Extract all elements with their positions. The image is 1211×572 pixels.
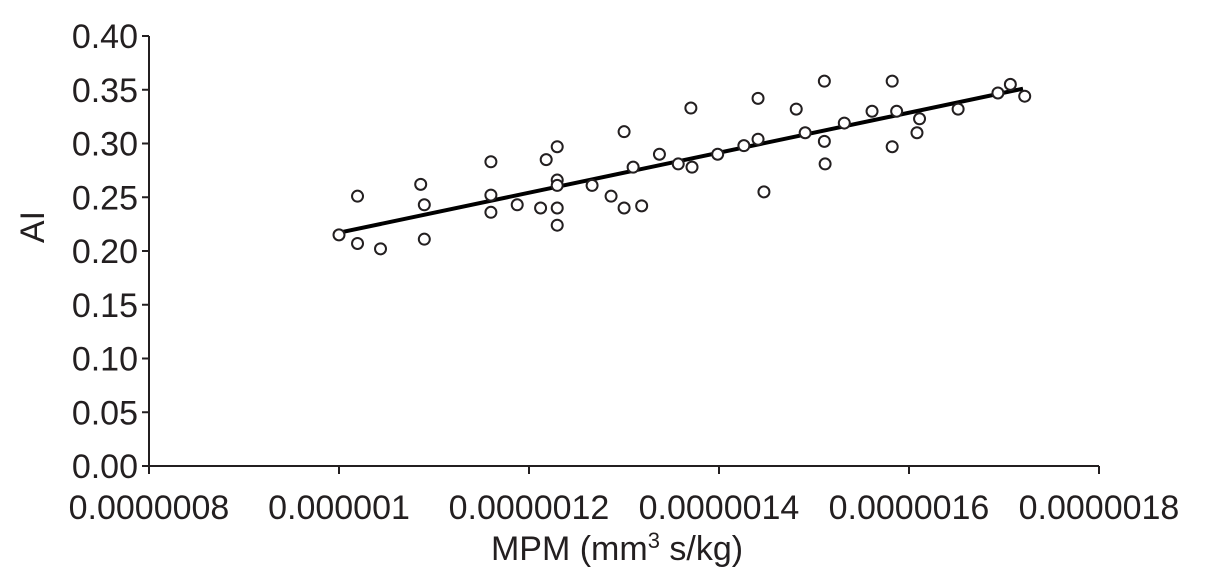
data-point xyxy=(484,205,498,219)
data-point xyxy=(534,201,548,215)
data-point xyxy=(414,177,428,191)
data-point xyxy=(585,178,599,192)
data-point xyxy=(817,74,831,88)
data-point xyxy=(789,102,803,116)
data-point xyxy=(991,86,1005,100)
data-point xyxy=(798,126,812,140)
data-point xyxy=(617,125,631,139)
data-point xyxy=(671,157,685,171)
x-tick-label: 0.0000014 xyxy=(639,489,800,527)
x-tick-label: 0.0000008 xyxy=(69,489,230,527)
x-axis-ticks: 0.0000008 0.000001 0.0000012 0.0000014 0.000… xyxy=(69,466,1180,527)
data-point xyxy=(550,178,564,192)
data-point xyxy=(635,199,649,213)
data-point xyxy=(685,160,699,174)
data-point xyxy=(885,74,899,88)
x-tick-label: 0.0000018 xyxy=(1019,489,1180,527)
y-tick-label: 0.35 xyxy=(72,72,138,110)
y-tick-label: 0.00 xyxy=(72,448,138,486)
data-point xyxy=(604,189,618,203)
x-axis-title: MPM (mm3 s/kg) xyxy=(491,528,743,568)
x-tick-label: 0.0000016 xyxy=(829,489,990,527)
data-point xyxy=(550,218,564,232)
data-point xyxy=(818,157,832,171)
y-tick-label: 0.25 xyxy=(72,179,138,217)
data-point xyxy=(757,185,771,199)
data-point xyxy=(351,236,365,250)
data-point xyxy=(617,201,631,215)
data-point xyxy=(550,140,564,154)
data-point xyxy=(737,139,751,153)
data-point xyxy=(885,140,899,154)
data-point xyxy=(550,201,564,215)
data-point xyxy=(837,116,851,130)
data-point xyxy=(951,102,965,116)
data-point xyxy=(484,155,498,169)
data-point xyxy=(417,232,431,246)
data-point xyxy=(684,101,698,115)
data-point xyxy=(652,147,666,161)
data-point xyxy=(626,160,640,174)
y-axis-title: AI xyxy=(14,211,52,243)
y-tick-label: 0.05 xyxy=(72,394,138,432)
data-point xyxy=(751,132,765,146)
y-tick-label: 0.40 xyxy=(72,18,138,56)
y-tick-label: 0.30 xyxy=(72,126,138,164)
data-point xyxy=(890,104,904,118)
y-tick-label: 0.20 xyxy=(72,233,138,271)
data-point xyxy=(711,147,725,161)
data-point xyxy=(913,112,927,126)
data-point xyxy=(484,188,498,202)
data-point xyxy=(817,134,831,148)
data-points xyxy=(332,74,1032,256)
data-point xyxy=(417,198,431,212)
data-point xyxy=(510,198,524,212)
x-tick-label: 0.000001 xyxy=(268,489,410,527)
y-tick-label: 0.15 xyxy=(72,287,138,325)
data-point xyxy=(374,242,388,256)
x-axis-title-main: MPM (mm xyxy=(491,530,648,568)
data-point xyxy=(332,228,346,242)
data-point xyxy=(865,104,879,118)
x-axis-title-tail: s/kg) xyxy=(660,530,743,568)
data-point xyxy=(1003,77,1017,91)
x-axis-title-superscript: 3 xyxy=(648,528,660,553)
data-point xyxy=(751,91,765,105)
y-tick-label: 0.10 xyxy=(72,341,138,379)
data-point xyxy=(351,189,365,203)
data-point xyxy=(910,126,924,140)
x-tick-label: 0.0000012 xyxy=(449,489,610,527)
data-point xyxy=(539,153,553,167)
y-axis-ticks: 0.00 0.05 0.10 0.15 0.20 0.25 0.30 0.35 0.40 xyxy=(72,18,149,486)
data-point xyxy=(1018,89,1032,103)
